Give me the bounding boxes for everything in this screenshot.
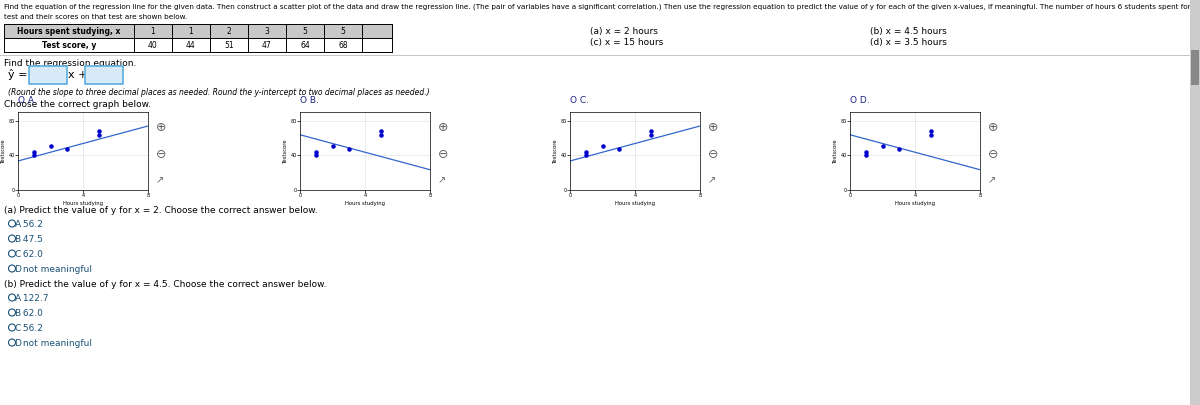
Y-axis label: Testscore: Testscore <box>1 139 6 163</box>
Point <box>922 131 941 138</box>
FancyBboxPatch shape <box>29 66 67 84</box>
Text: 68: 68 <box>338 40 348 49</box>
Text: ⊕: ⊕ <box>156 121 167 134</box>
Text: ⊖: ⊖ <box>156 148 167 162</box>
Text: 47: 47 <box>262 40 272 49</box>
Text: 1: 1 <box>151 26 155 36</box>
Text: ⊖: ⊖ <box>988 148 998 162</box>
Text: ŷ =: ŷ = <box>8 70 28 81</box>
Text: 40: 40 <box>148 40 158 49</box>
Text: (c) x = 15 hours: (c) x = 15 hours <box>590 38 664 47</box>
X-axis label: Hours studying: Hours studying <box>64 200 103 206</box>
Text: (b) x = 4.5 hours: (b) x = 4.5 hours <box>870 27 947 36</box>
Text: x +: x + <box>68 70 88 80</box>
Text: not meaningful: not meaningful <box>20 339 92 348</box>
Y-axis label: Testscore: Testscore <box>553 139 558 163</box>
Text: 3: 3 <box>264 26 270 36</box>
Point <box>922 128 941 134</box>
Text: ↗: ↗ <box>156 176 164 185</box>
Text: Test score, y: Test score, y <box>42 40 96 49</box>
Point <box>58 146 77 153</box>
Text: 56.2: 56.2 <box>20 220 43 229</box>
Text: 62.0: 62.0 <box>20 250 43 259</box>
Text: Find the regression equation.: Find the regression equation. <box>4 59 137 68</box>
Point <box>90 128 109 134</box>
Text: ↗: ↗ <box>988 176 996 185</box>
Point <box>323 143 342 149</box>
Point <box>857 149 876 155</box>
Point <box>307 149 326 155</box>
Point <box>90 131 109 138</box>
Text: A: A <box>14 220 20 229</box>
Text: ↗: ↗ <box>438 176 446 185</box>
Text: ⊖: ⊖ <box>708 148 719 162</box>
Text: 47.5: 47.5 <box>20 235 43 244</box>
Text: ⊕: ⊕ <box>708 121 719 134</box>
Text: D: D <box>14 265 22 274</box>
Point <box>372 128 391 134</box>
Point <box>577 152 596 159</box>
Text: 5: 5 <box>341 26 346 36</box>
Text: C: C <box>14 250 20 259</box>
Text: O A.: O A. <box>18 96 37 105</box>
Text: B: B <box>14 309 20 318</box>
Text: 122.7: 122.7 <box>20 294 48 303</box>
Point <box>857 152 876 159</box>
Point <box>889 146 908 153</box>
Text: A: A <box>14 294 20 303</box>
Text: ⊕: ⊕ <box>988 121 998 134</box>
Text: Hours spent studying, x: Hours spent studying, x <box>17 26 121 36</box>
Text: (a) Predict the value of y for x = 2. Choose the correct answer below.: (a) Predict the value of y for x = 2. Ch… <box>4 206 318 215</box>
Text: (Round the slope to three decimal places as needed. Round the y-intercept to two: (Round the slope to three decimal places… <box>8 88 430 97</box>
Text: Find the equation of the regression line for the given data. Then construct a sc: Find the equation of the regression line… <box>4 4 1198 11</box>
Point <box>25 152 44 159</box>
Text: B: B <box>14 235 20 244</box>
Text: test and their scores on that test are shown below.: test and their scores on that test are s… <box>4 14 187 20</box>
FancyBboxPatch shape <box>85 66 124 84</box>
Text: O D.: O D. <box>850 96 870 105</box>
Text: 44: 44 <box>186 40 196 49</box>
Text: (a) x = 2 hours: (a) x = 2 hours <box>590 27 658 36</box>
Bar <box>4 24 392 38</box>
Point <box>41 143 60 149</box>
Text: ⊕: ⊕ <box>438 121 449 134</box>
Point <box>307 152 326 159</box>
Point <box>610 146 629 153</box>
Text: 64: 64 <box>300 40 310 49</box>
Point <box>593 143 612 149</box>
Text: ↗: ↗ <box>708 176 716 185</box>
Point <box>340 146 359 153</box>
Text: (d) x = 3.5 hours: (d) x = 3.5 hours <box>870 38 947 47</box>
Text: 1: 1 <box>188 26 193 36</box>
Y-axis label: Testscore: Testscore <box>283 139 288 163</box>
Text: 2: 2 <box>227 26 232 36</box>
Point <box>642 128 661 134</box>
Text: 56.2: 56.2 <box>20 324 43 333</box>
Text: ⊖: ⊖ <box>438 148 449 162</box>
X-axis label: Hours studying: Hours studying <box>895 200 935 206</box>
Point <box>577 149 596 155</box>
Point <box>872 143 892 149</box>
Bar <box>1190 0 1200 405</box>
Y-axis label: Testscore: Testscore <box>833 139 838 163</box>
Text: 62.0: 62.0 <box>20 309 43 318</box>
Bar <box>1190 50 1199 85</box>
Text: not meaningful: not meaningful <box>20 265 92 274</box>
Text: 51: 51 <box>224 40 234 49</box>
Text: Choose the correct graph below.: Choose the correct graph below. <box>4 100 151 109</box>
Point <box>642 131 661 138</box>
Text: O C.: O C. <box>570 96 589 105</box>
X-axis label: Hours studying: Hours studying <box>616 200 655 206</box>
Text: C: C <box>14 324 20 333</box>
X-axis label: Hours studying: Hours studying <box>346 200 385 206</box>
Point <box>372 131 391 138</box>
Text: (b) Predict the value of y for x = 4.5. Choose the correct answer below.: (b) Predict the value of y for x = 4.5. … <box>4 280 326 289</box>
Text: D: D <box>14 339 22 348</box>
Text: 5: 5 <box>302 26 307 36</box>
Point <box>25 149 44 155</box>
Text: O B.: O B. <box>300 96 319 105</box>
